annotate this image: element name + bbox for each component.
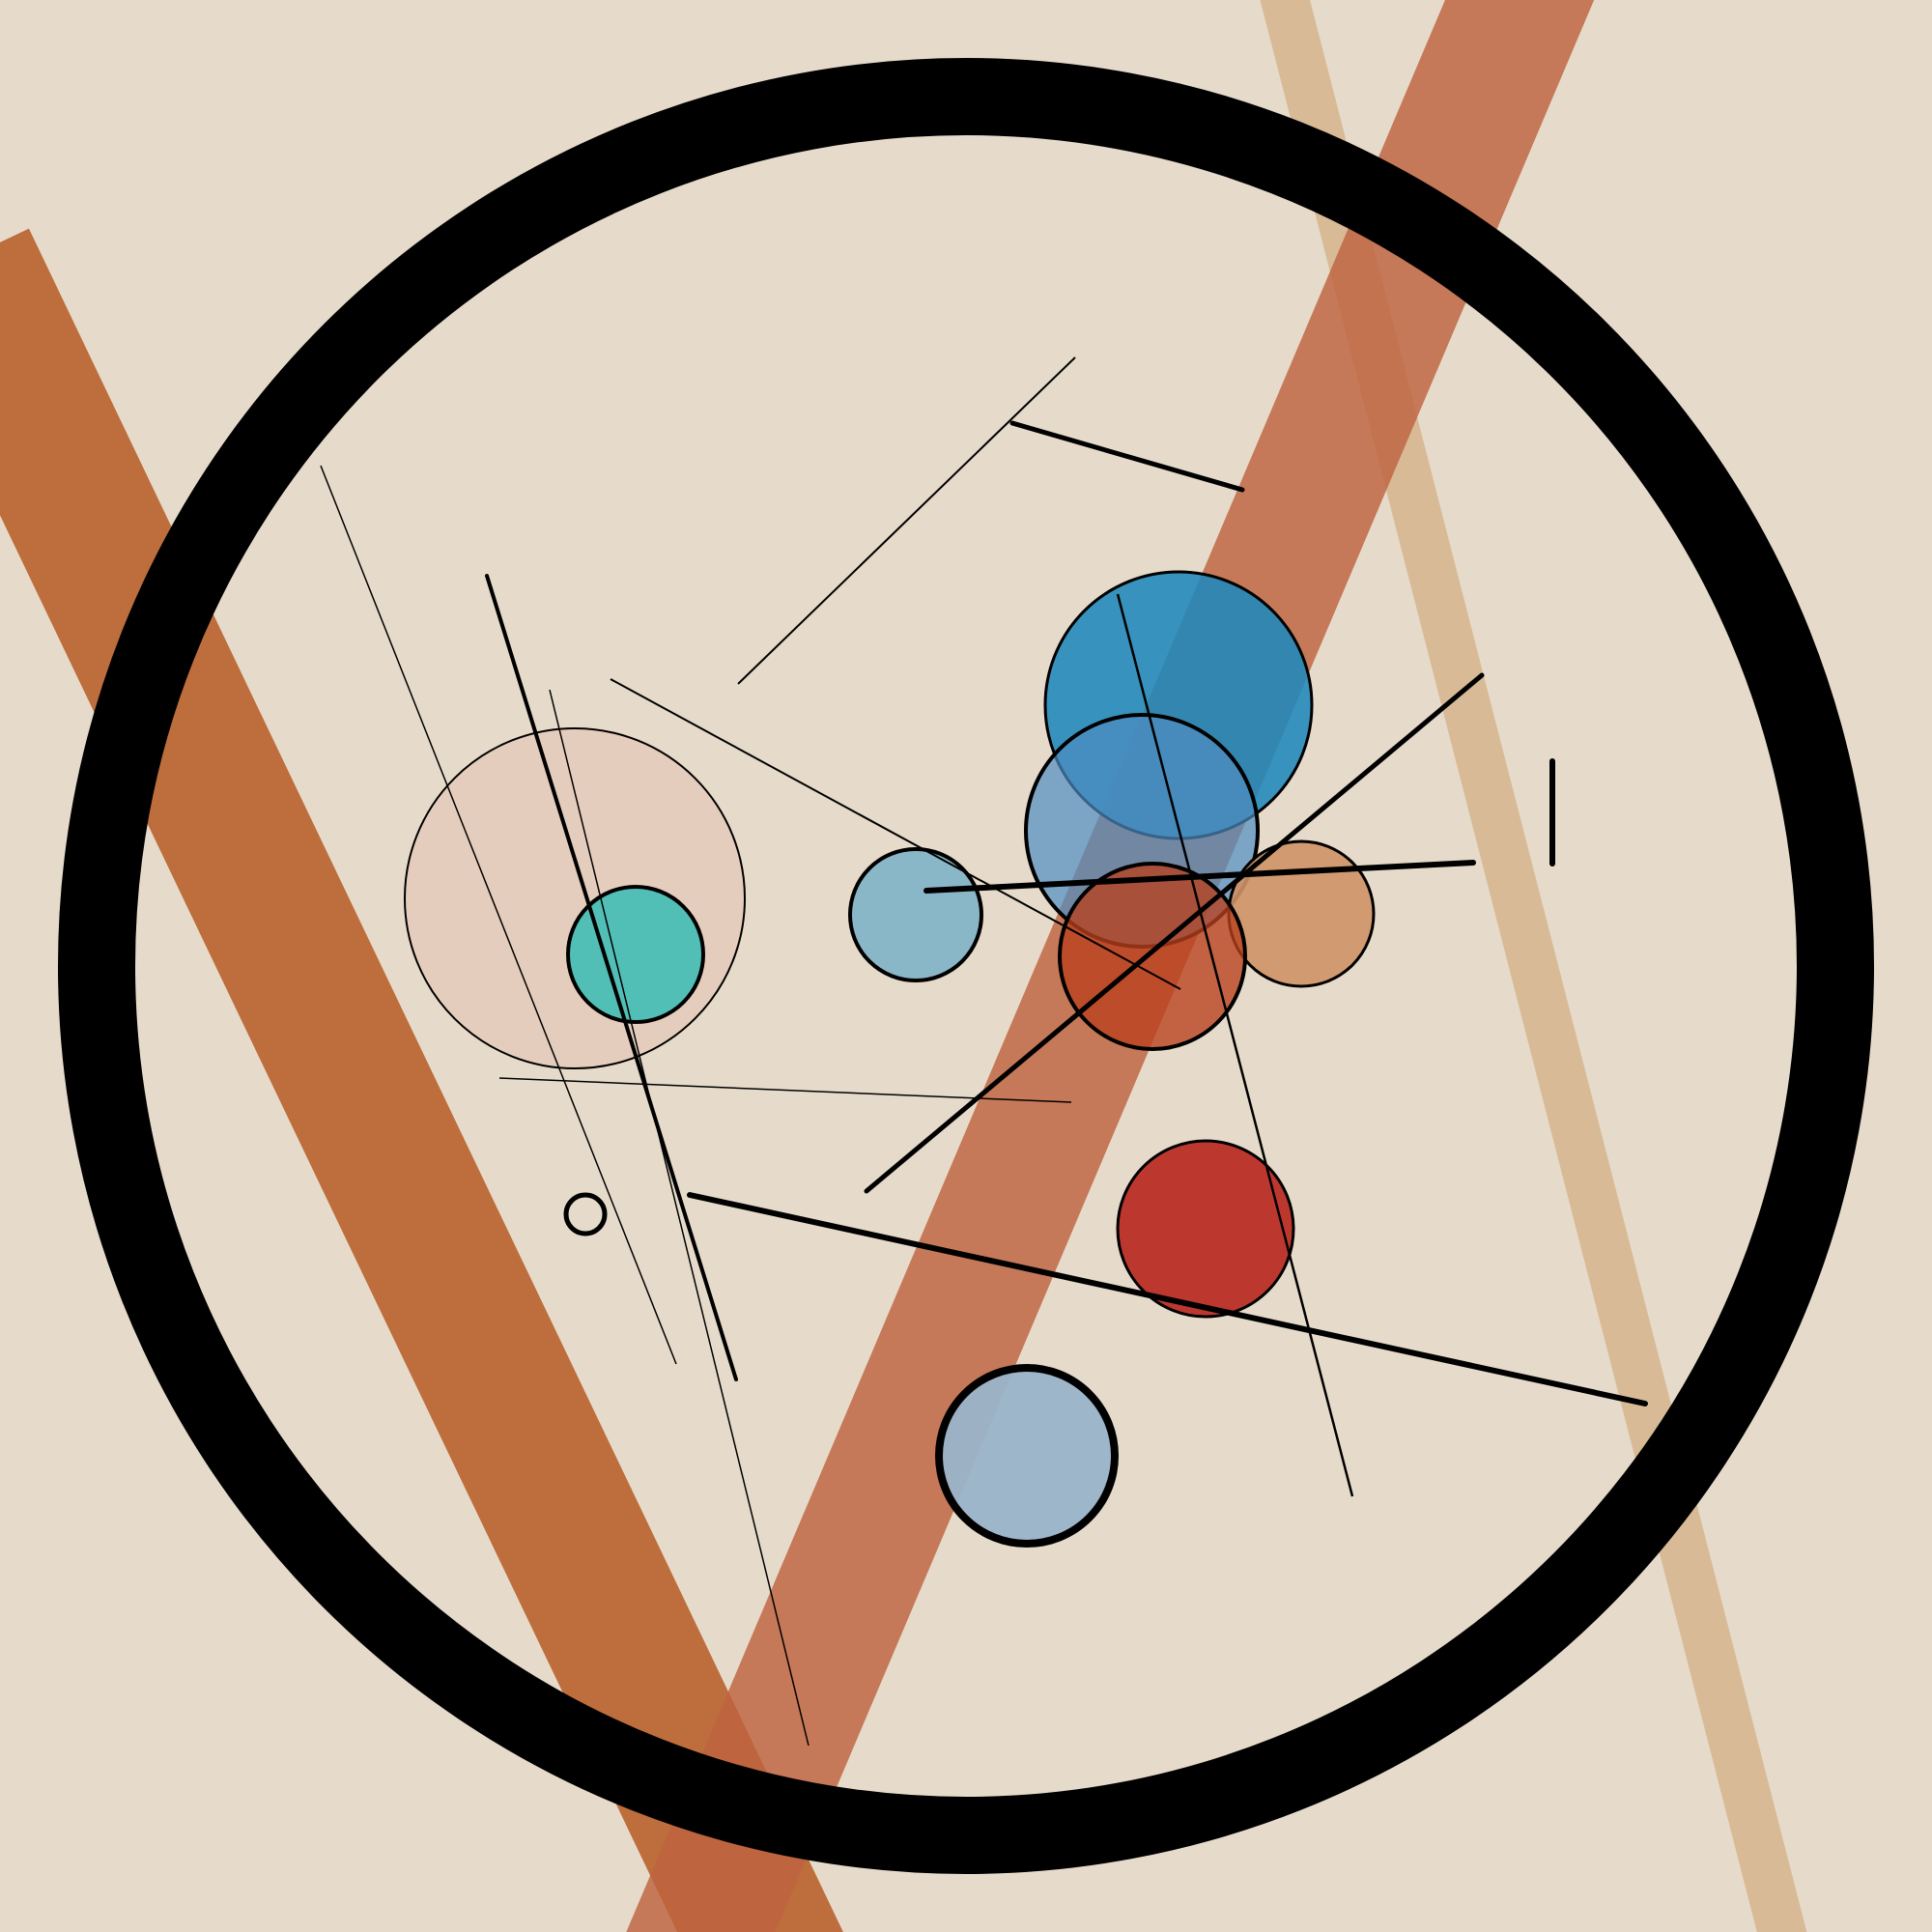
- band-left-orange: [0, 228, 843, 1932]
- circle-pale-blue-small: [848, 847, 983, 982]
- line-left-vertical-thin: [549, 689, 810, 1747]
- line-bold-horizontal: [923, 860, 1476, 894]
- line-upper-short-bold: [1009, 420, 1245, 493]
- line-bold-diagonal-up: [864, 672, 1485, 1194]
- circle-small-ring: [563, 1192, 608, 1236]
- circle-pale-pink: [404, 727, 746, 1069]
- circle-gray-blue: [935, 1364, 1119, 1548]
- line-long-bottom-bold: [687, 1192, 1648, 1406]
- outer-black-ring: [58, 58, 1874, 1874]
- line-thin-upper-diagonal: [737, 356, 1076, 685]
- circle-rust: [1058, 862, 1247, 1051]
- line-left-long-thin: [320, 465, 677, 1365]
- circle-teal: [566, 885, 705, 1024]
- circle-red: [1116, 1139, 1295, 1319]
- line-thin-to-rust: [610, 678, 1181, 990]
- line-left-bold: [485, 574, 738, 1381]
- line-through-blue: [1116, 593, 1354, 1497]
- circle-tan: [1227, 839, 1376, 988]
